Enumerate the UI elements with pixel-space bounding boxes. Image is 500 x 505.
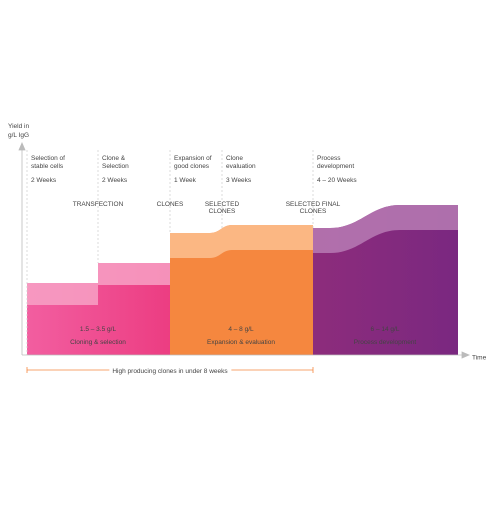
stage-title: development [317, 163, 354, 170]
phase-yield: 1.5 – 3.5 g/L [80, 326, 117, 333]
phase-label: Cloning & selection [70, 339, 126, 346]
stage-title: Selection [102, 163, 129, 170]
milestone: CLONES [157, 201, 184, 208]
stage-title: stable cells [31, 163, 64, 170]
milestone: CLONES [209, 208, 236, 215]
phase-yield: 4 – 8 g/L [228, 326, 254, 333]
phase-label: Expansion & evaluation [207, 339, 275, 346]
stage-duration: 4 – 20 Weeks [317, 177, 357, 184]
pink-band [27, 263, 170, 305]
blocks [27, 205, 458, 355]
stage-duration: 2 Weeks [102, 177, 128, 184]
x-axis-label: Time [472, 355, 487, 362]
phase-yield: 6 – 14 g/L [371, 326, 400, 333]
stage-title: evaluation [226, 163, 256, 170]
y-axis-label: g/L IgG [8, 132, 29, 139]
milestone: CLONES [300, 208, 327, 215]
purple-band [313, 205, 458, 253]
stage-duration: 2 Weeks [31, 177, 57, 184]
milestone: SELECTED FINAL [286, 201, 341, 208]
stage-title: Clone [226, 155, 243, 162]
y-axis-label: Yield in [8, 123, 29, 130]
stage-title: Expansion of [174, 155, 212, 162]
stage-title: Clone & [102, 155, 126, 162]
footnote-bg [109, 368, 232, 375]
axes [18, 141, 471, 359]
footnote: High producing clones in under 8 weeks [112, 368, 228, 375]
orange-band [170, 225, 313, 258]
stage-duration: 1 Week [174, 177, 197, 184]
milestone: SELECTED [205, 201, 240, 208]
stage-title: Selection of [31, 155, 65, 162]
stage-duration: 3 Weeks [226, 177, 252, 184]
phase-label: Process development [354, 339, 417, 346]
stage-title: Process [317, 155, 341, 162]
milestone: TRANSFECTION [73, 201, 124, 208]
dashed-lines [26, 150, 314, 355]
stage-title: good clones [174, 163, 210, 170]
